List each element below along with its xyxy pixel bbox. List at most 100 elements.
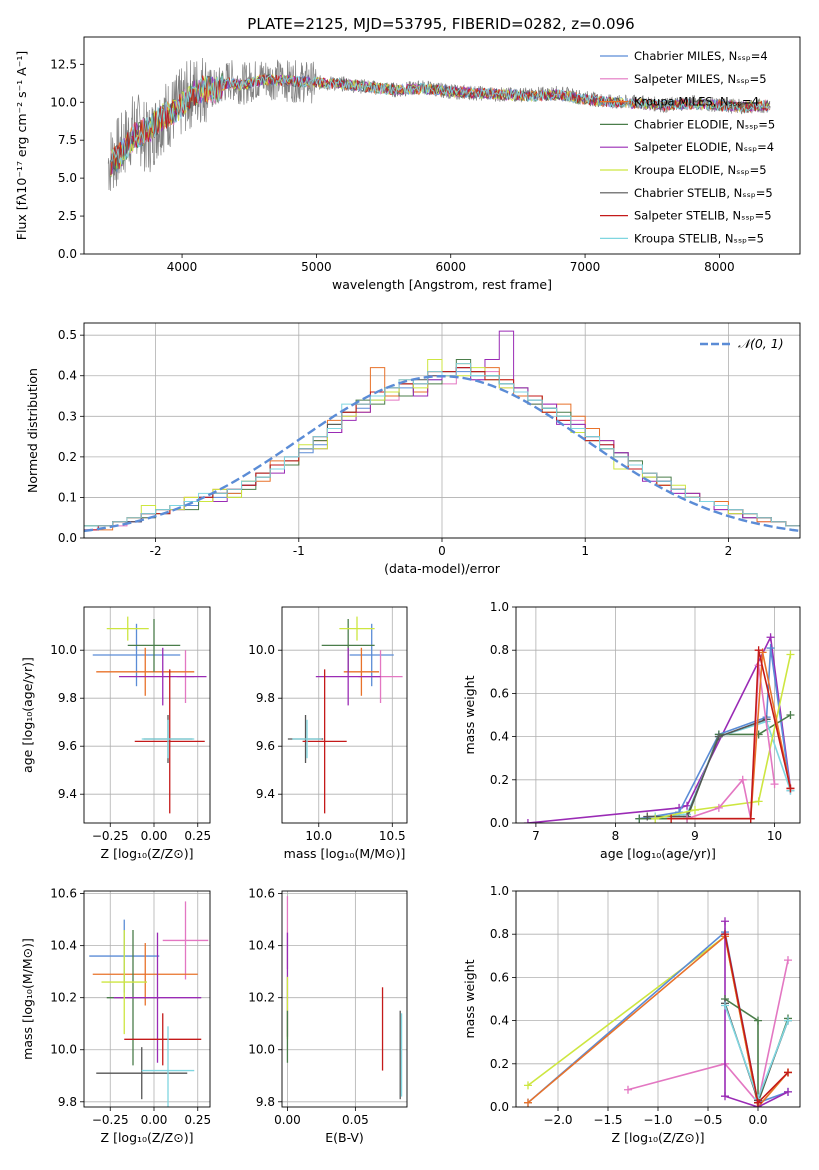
plus-marker bbox=[754, 797, 763, 806]
x-axis-label: mass [log₁₀(M/M⊙)] bbox=[284, 846, 406, 861]
plot-area bbox=[107, 57, 771, 191]
errorbar-point bbox=[119, 647, 207, 706]
errorbar-point bbox=[162, 901, 209, 980]
tick-label-y: 7.5 bbox=[58, 133, 77, 147]
plot-area bbox=[89, 901, 209, 1107]
axes-frame bbox=[281, 890, 408, 1108]
plus-marker bbox=[523, 819, 532, 823]
tick-label-x: −0.25 bbox=[92, 829, 129, 843]
tick-label-x: 0 bbox=[438, 544, 446, 558]
tick-label-x: −1.5 bbox=[593, 1113, 622, 1127]
y-axis-label: age [log₁₀(age/yr)] bbox=[20, 657, 35, 773]
tick-label-y: 10.4 bbox=[50, 939, 77, 953]
tick-label-y: 0.1 bbox=[58, 490, 77, 504]
y-axis-label: Flux [fλ10⁻¹⁷ erg cm⁻² s⁻¹ A⁻¹] bbox=[14, 51, 29, 240]
plot-area bbox=[92, 616, 207, 814]
tick-label-y: 10.2 bbox=[248, 991, 275, 1005]
tick-label-y: 0.0 bbox=[490, 1100, 509, 1114]
axes-frame bbox=[515, 890, 801, 1108]
y-axis-label: mass weight bbox=[462, 959, 477, 1038]
errorbar-point bbox=[124, 1013, 202, 1066]
plus-marker bbox=[784, 1016, 792, 1025]
plus-marker bbox=[635, 814, 644, 823]
plus-marker bbox=[738, 775, 747, 784]
x-axis-label: E(B-V) bbox=[325, 1130, 364, 1145]
tick-label-x: 8 bbox=[612, 829, 620, 843]
normal-curve bbox=[84, 374, 800, 533]
tick-label-x: 9 bbox=[691, 829, 699, 843]
tick-label-x: 0.25 bbox=[184, 829, 211, 843]
tick-label-x: 0.00 bbox=[141, 1113, 168, 1127]
tick-label-y: 1.0 bbox=[490, 600, 509, 614]
panel-mass_vs_Z: −0.25 0.00 0.25 9.8 10.0 10.2 10.4 10.6 Z [log₁₀… bbox=[20, 887, 211, 1145]
axes-frame bbox=[515, 606, 801, 824]
tick-label-y: 10.6 bbox=[248, 887, 275, 901]
axes-frame bbox=[83, 890, 211, 1108]
tick-label-x: 0.0 bbox=[748, 1113, 767, 1127]
tick-label-y: 0.5 bbox=[58, 328, 77, 342]
legend-label: Salpeter MILES, Nₛₛₚ=5 bbox=[634, 72, 767, 86]
tick-label-x: 0.25 bbox=[184, 1113, 211, 1127]
tick-label-x: 10.5 bbox=[379, 829, 406, 843]
legend-label: Kroupa STELIB, Nₛₛₚ=5 bbox=[634, 231, 764, 245]
tick-label-x: 0.00 bbox=[274, 1113, 301, 1127]
plot-area bbox=[84, 330, 800, 538]
tick-label-x: 6000 bbox=[435, 260, 466, 274]
figure-title: PLATE=2125, MJD=53795, FIBERID=0282, z=0… bbox=[247, 15, 634, 33]
tick-label-y: 0.3 bbox=[58, 409, 77, 423]
tick-label-y: 12.5 bbox=[50, 57, 77, 71]
tick-label-y: 0.8 bbox=[490, 643, 509, 657]
plus-marker bbox=[786, 650, 795, 659]
x-axis-label: wavelength [Angstrom, rest frame] bbox=[332, 277, 552, 292]
mass-weight-series bbox=[671, 650, 792, 820]
axes-frame bbox=[83, 606, 211, 824]
panel-massweight_vs_age: 7 8 9 10 0.0 0.2 0.4 0.6 0.8 1.0 age [log₁₀(age/yr… bbox=[462, 600, 801, 861]
errorbar-point bbox=[96, 647, 195, 696]
tick-label-y: 10.0 bbox=[50, 1043, 77, 1057]
tick-label-y: 10.0 bbox=[50, 643, 77, 657]
plus-marker bbox=[754, 1098, 762, 1107]
tick-label-y: 9.6 bbox=[256, 739, 275, 753]
tick-label-x: -1 bbox=[293, 544, 305, 558]
tick-label-y: 10.0 bbox=[248, 1043, 275, 1057]
plus-marker bbox=[770, 780, 779, 789]
x-axis-label: age [log₁₀(age/yr)] bbox=[600, 846, 716, 861]
plus-marker bbox=[690, 806, 699, 815]
legend-label: Chabrier ELODIE, Nₛₛₚ=5 bbox=[634, 117, 775, 131]
y-axis-label: Normed distribution bbox=[25, 368, 40, 493]
tick-label-x: 0.05 bbox=[342, 1113, 369, 1127]
errorbar-point bbox=[302, 669, 347, 814]
plus-marker bbox=[651, 814, 660, 823]
tick-label-x: 5000 bbox=[301, 260, 332, 274]
errorbar-point bbox=[113, 932, 202, 1063]
y-axis-label: mass [log₁₀(M/M⊙)] bbox=[20, 938, 35, 1060]
plus-marker bbox=[721, 917, 729, 926]
tick-label-y: 0.4 bbox=[58, 369, 77, 383]
x-axis-label: Z [log₁₀(Z/Z⊙)] bbox=[612, 1130, 705, 1145]
mass-weight-series bbox=[686, 665, 776, 820]
plus-marker bbox=[714, 732, 723, 741]
tick-label-x: −1.0 bbox=[643, 1113, 672, 1127]
plus-marker bbox=[766, 633, 775, 642]
tick-label-y: 10.6 bbox=[50, 887, 77, 901]
tick-label-y: 0.0 bbox=[58, 247, 77, 261]
tick-label-x: −0.5 bbox=[693, 1113, 722, 1127]
tick-label-y: 9.6 bbox=[58, 739, 77, 753]
model-spectrum-series bbox=[110, 74, 771, 165]
legend-label: 𝒩(0, 1) bbox=[738, 336, 784, 351]
panel-massweight_vs_Z: −2.0 −1.5 −1.0 −0.5 0.0 0.0 0.2 0.4 0.6 0.8 1.0 Z [… bbox=[462, 884, 801, 1145]
plot-area bbox=[524, 917, 792, 1107]
legend-label: Kroupa ELODIE, Nₛₛₚ=5 bbox=[634, 163, 767, 177]
plus-marker bbox=[714, 803, 723, 812]
panel-age_vs_mass: 10.0 10.5 9.4 9.6 9.8 10.0 mass [log₁₀(M/M⊙)] bbox=[248, 606, 408, 861]
x-axis-label: Z [log₁₀(Z/Z⊙)] bbox=[101, 1130, 194, 1145]
errorbar-point bbox=[92, 623, 181, 687]
axes-frame bbox=[281, 606, 408, 824]
panel-spectrum: 4000 5000 6000 7000 8000 0.0 2.5 5.0 7.5 10.0 12.5… bbox=[14, 36, 801, 292]
mass-weight-series bbox=[639, 647, 792, 820]
tick-label-y: 0.0 bbox=[58, 531, 77, 545]
tick-label-y: 10.0 bbox=[248, 643, 275, 657]
tick-label-y: 0.6 bbox=[490, 686, 509, 700]
plus-marker bbox=[667, 814, 676, 823]
